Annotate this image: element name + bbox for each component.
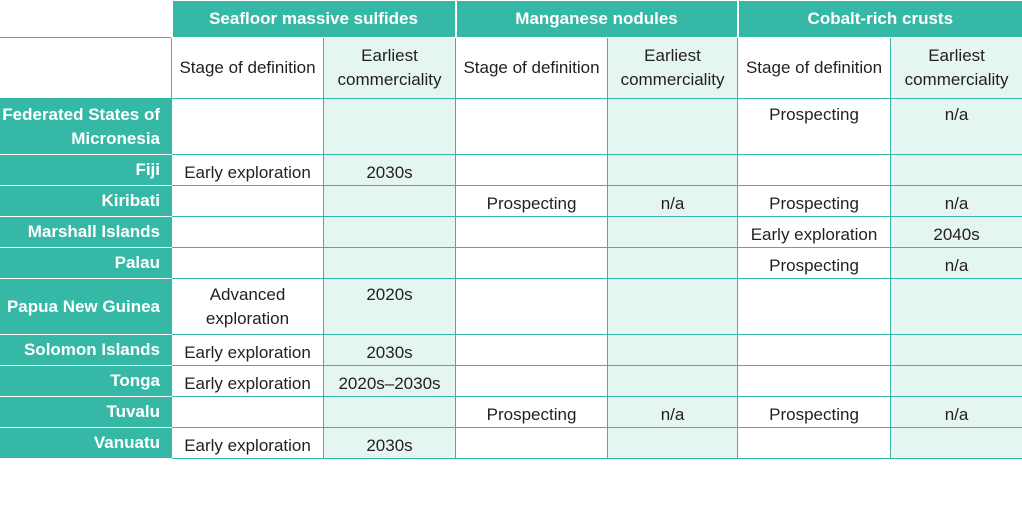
subheader-row: Stage of definition Earliest commerciali… bbox=[0, 37, 1022, 99]
country-name: Federated States of Micronesia bbox=[0, 98, 172, 155]
stage-cell bbox=[737, 334, 892, 366]
earliest-cell: n/a bbox=[890, 396, 1022, 428]
stage-cell bbox=[737, 365, 892, 397]
table-row: Papua New Guinea Advanced exploration 2020… bbox=[0, 278, 1022, 335]
subheader-earliest: Earliest commerciality bbox=[890, 37, 1022, 99]
stage-cell bbox=[171, 247, 324, 279]
country-name: Fiji bbox=[0, 154, 172, 186]
country-name: Solomon Islands bbox=[0, 334, 172, 366]
stage-cell bbox=[171, 185, 324, 217]
stage-cell: Prospecting bbox=[737, 185, 892, 217]
table-row: Solomon Islands Early exploration 2030s bbox=[0, 334, 1022, 366]
subheader-earliest: Earliest commerciality bbox=[322, 37, 457, 99]
table-row: Tonga Early exploration 2020s–2030s bbox=[0, 365, 1022, 397]
stage-cell: Early exploration bbox=[171, 365, 324, 397]
table-row: Tuvalu Prospecting n/a Prospecting n/a bbox=[0, 396, 1022, 428]
stage-cell bbox=[455, 365, 609, 397]
country-name: Kiribati bbox=[0, 185, 172, 217]
country-name: Palau bbox=[0, 247, 172, 279]
group-header-row: Seafloor massive sulfides Manganese nodu… bbox=[0, 0, 1022, 38]
stage-cell bbox=[737, 278, 892, 335]
stage-cell: Prospecting bbox=[737, 247, 892, 279]
earliest-cell bbox=[607, 365, 739, 397]
stage-cell bbox=[737, 427, 892, 459]
subheader-stage: Stage of definition bbox=[171, 37, 324, 99]
resource-table: Seafloor massive sulfides Manganese nodu… bbox=[0, 0, 1022, 459]
stage-cell bbox=[455, 98, 609, 155]
country-name: Marshall Islands bbox=[0, 216, 172, 248]
earliest-cell: 2030s bbox=[322, 427, 457, 459]
earliest-cell bbox=[607, 154, 739, 186]
table-row: Federated States of Micronesia Prospectin… bbox=[0, 98, 1022, 155]
stage-cell bbox=[455, 216, 609, 248]
earliest-cell bbox=[607, 334, 739, 366]
corner-cell-sub bbox=[0, 37, 172, 99]
earliest-cell bbox=[890, 154, 1022, 186]
earliest-cell: 2020s bbox=[322, 278, 457, 335]
earliest-cell: n/a bbox=[607, 185, 739, 217]
earliest-cell bbox=[607, 216, 739, 248]
earliest-cell bbox=[607, 278, 739, 335]
earliest-cell: 2020s–2030s bbox=[322, 365, 457, 397]
group-header-crusts: Cobalt-rich crusts bbox=[736, 0, 1022, 38]
stage-cell bbox=[455, 154, 609, 186]
country-name: Tuvalu bbox=[0, 396, 172, 428]
table-row: Kiribati Prospecting n/a Prospecting n/a bbox=[0, 185, 1022, 217]
subheader-earliest: Earliest commerciality bbox=[607, 37, 739, 99]
group-header-sulfides: Seafloor massive sulfides bbox=[170, 0, 457, 38]
earliest-cell: 2030s bbox=[322, 154, 457, 186]
earliest-cell bbox=[322, 185, 457, 217]
stage-cell: Prospecting bbox=[737, 396, 892, 428]
stage-cell bbox=[455, 427, 609, 459]
stage-cell: Early exploration bbox=[171, 154, 324, 186]
earliest-cell bbox=[607, 98, 739, 155]
stage-cell: Prospecting bbox=[455, 396, 609, 428]
stage-cell bbox=[455, 278, 609, 335]
earliest-cell bbox=[322, 98, 457, 155]
earliest-cell bbox=[890, 427, 1022, 459]
earliest-cell: 2030s bbox=[322, 334, 457, 366]
earliest-cell: n/a bbox=[890, 247, 1022, 279]
earliest-cell bbox=[607, 427, 739, 459]
country-name: Tonga bbox=[0, 365, 172, 397]
corner-cell bbox=[0, 0, 172, 38]
stage-cell bbox=[455, 334, 609, 366]
earliest-cell bbox=[890, 365, 1022, 397]
country-name: Papua New Guinea bbox=[0, 278, 172, 335]
group-header-nodules: Manganese nodules bbox=[454, 0, 739, 38]
stage-cell: Early exploration bbox=[737, 216, 892, 248]
stage-cell bbox=[455, 247, 609, 279]
earliest-cell bbox=[322, 396, 457, 428]
stage-cell bbox=[171, 396, 324, 428]
table-row: Marshall Islands Early exploration 2040s bbox=[0, 216, 1022, 248]
earliest-cell bbox=[890, 334, 1022, 366]
stage-cell: Prospecting bbox=[737, 98, 892, 155]
earliest-cell: n/a bbox=[890, 98, 1022, 155]
subheader-stage: Stage of definition bbox=[737, 37, 892, 99]
earliest-cell bbox=[890, 278, 1022, 335]
stage-cell: Advanced exploration bbox=[171, 278, 324, 335]
stage-cell bbox=[171, 216, 324, 248]
earliest-cell: n/a bbox=[607, 396, 739, 428]
table-row: Palau Prospecting n/a bbox=[0, 247, 1022, 279]
earliest-cell bbox=[607, 247, 739, 279]
country-name: Vanuatu bbox=[0, 427, 172, 459]
stage-cell bbox=[737, 154, 892, 186]
earliest-cell: 2040s bbox=[890, 216, 1022, 248]
earliest-cell bbox=[322, 216, 457, 248]
stage-cell: Prospecting bbox=[455, 185, 609, 217]
stage-cell: Early exploration bbox=[171, 427, 324, 459]
subheader-stage: Stage of definition bbox=[455, 37, 609, 99]
table-row: Vanuatu Early exploration 2030s bbox=[0, 427, 1022, 459]
stage-cell bbox=[171, 98, 324, 155]
table-row: Fiji Early exploration 2030s bbox=[0, 154, 1022, 186]
stage-cell: Early exploration bbox=[171, 334, 324, 366]
earliest-cell: n/a bbox=[890, 185, 1022, 217]
earliest-cell bbox=[322, 247, 457, 279]
